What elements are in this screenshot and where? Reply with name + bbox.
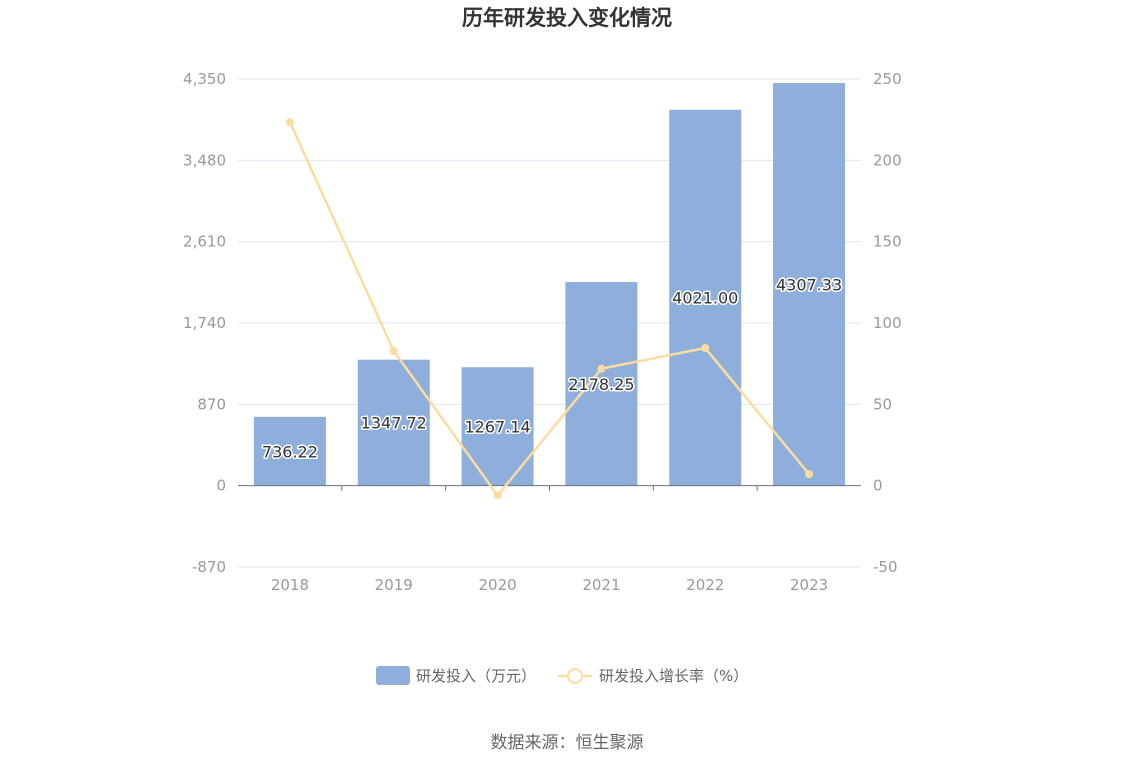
right-y-tick-label: 100 — [873, 314, 902, 332]
legend-bar-label: 研发投入（万元） — [416, 667, 536, 685]
right-y-tick-label: 250 — [873, 70, 902, 88]
growth-rate-point — [285, 118, 294, 127]
x-axis: 2018 2019 2020 2021 2022 2023 — [238, 485, 861, 594]
bar — [773, 82, 846, 486]
chart-title: 历年研发投入变化情况 — [462, 6, 672, 30]
bar — [357, 359, 430, 486]
grid-lines — [238, 78, 861, 568]
growth-rate-line — [288, 121, 811, 498]
bar — [565, 282, 638, 486]
right-y-tick-label: 0 — [873, 477, 883, 495]
growth-rate-point — [805, 470, 814, 479]
x-tick-label: 2018 — [271, 576, 309, 594]
growth-rate-point — [701, 344, 710, 353]
bar-value-label: 736.22 — [262, 442, 318, 461]
x-tick-label: 2021 — [582, 576, 620, 594]
x-tick-label: 2023 — [790, 576, 828, 594]
line-series — [285, 118, 814, 500]
right-y-tick-label: -50 — [873, 558, 898, 576]
left-y-tick-label: 870 — [197, 395, 226, 413]
bar — [669, 109, 742, 486]
x-tick-label: 2020 — [478, 576, 516, 594]
bar-value-label: 4021.00 — [672, 289, 738, 308]
right-y-tick-label: 150 — [873, 233, 902, 251]
left-y-axis: -870 0 870 1,740 2,610 3,480 4,350 — [183, 70, 226, 576]
left-y-tick-label: -870 — [192, 558, 226, 576]
legend-line-label: 研发投入增长率（%） — [599, 667, 748, 685]
x-tick-label: 2019 — [375, 576, 413, 594]
left-y-tick-label: 2,610 — [183, 233, 226, 251]
left-y-tick-label: 1,740 — [183, 314, 226, 332]
bar — [253, 416, 326, 486]
growth-rate-point — [493, 491, 502, 500]
bar-value-label: 1267.14 — [464, 417, 530, 436]
bar-series — [253, 82, 846, 486]
right-y-tick-label: 200 — [873, 151, 902, 169]
right-y-axis: -50 0 50 100 150 200 250 — [873, 70, 902, 576]
growth-rate-point — [389, 346, 398, 355]
x-tick-label: 2022 — [686, 576, 724, 594]
bar-value-label: 2178.25 — [568, 375, 634, 394]
legend: 研发投入（万元） 研发投入增长率（%） — [376, 666, 748, 685]
right-y-tick-label: 50 — [873, 395, 892, 413]
legend-item-line[interactable]: 研发投入增长率（%） — [558, 667, 748, 685]
legend-line-marker — [567, 668, 583, 684]
bar-value-label: 1347.72 — [361, 414, 427, 433]
legend-bar-swatch — [376, 666, 410, 685]
data-source: 数据来源：恒生聚源 — [491, 733, 644, 753]
bar-data-labels: 736.22 1347.72 1267.14 2178.25 4021.00 4307.3… — [260, 274, 843, 463]
left-y-tick-label: 3,480 — [183, 151, 226, 169]
left-y-tick-label: 4,350 — [183, 70, 226, 88]
growth-rate-point — [597, 364, 606, 373]
legend-item-bar[interactable]: 研发投入（万元） — [376, 666, 536, 685]
bar-value-label: 4307.33 — [776, 275, 842, 294]
left-y-tick-label: 0 — [216, 477, 226, 495]
